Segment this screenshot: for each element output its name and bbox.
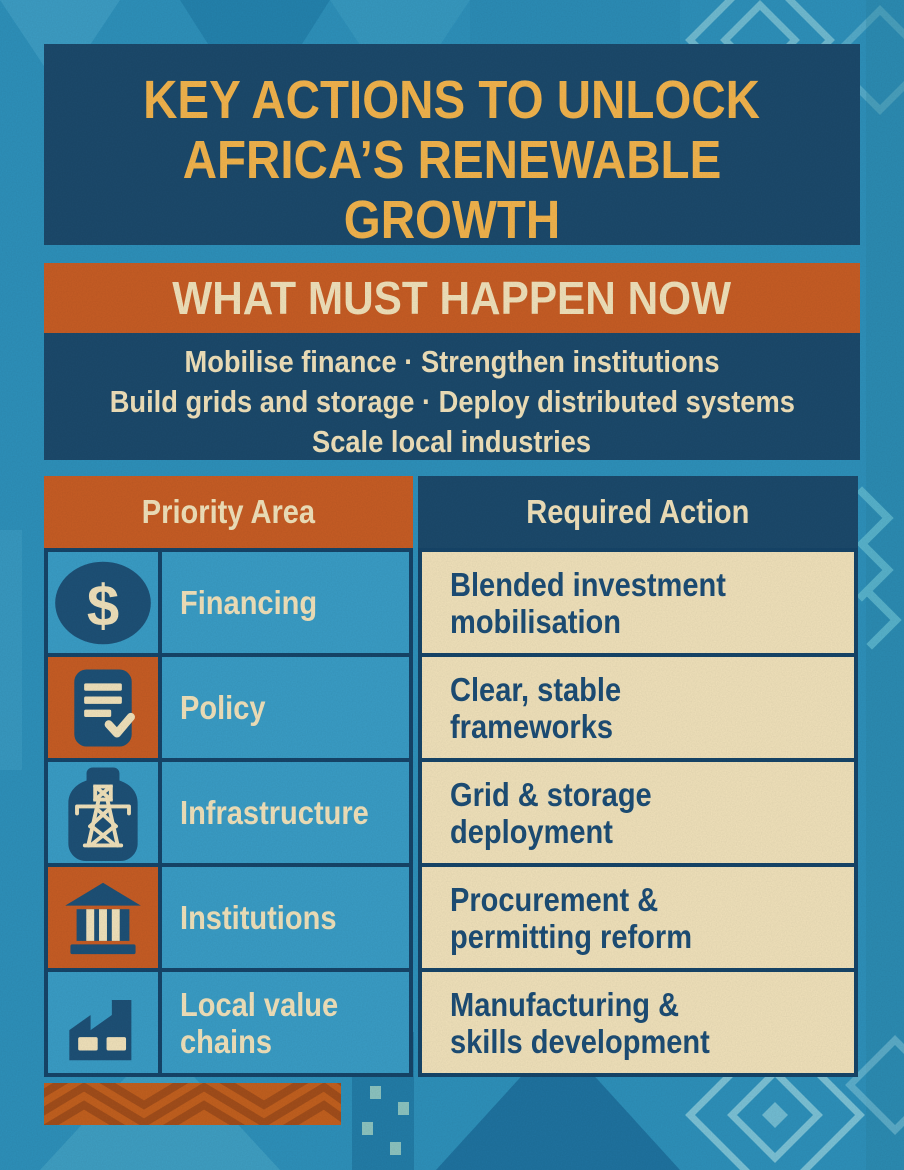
required-action-header: Required Action [418, 476, 858, 548]
required-action-table: Required Action Blended investment mobil… [418, 476, 858, 1077]
icon-cell [48, 972, 158, 1073]
priority-area-label: Financing [162, 552, 409, 653]
required-action-cell: Grid & storage deployment [422, 762, 854, 863]
table-row: Local value chains [48, 972, 409, 1073]
required-action-cell: Blended investment mobilisation [422, 552, 854, 653]
required-action-cell: Clear, stable frameworks [422, 657, 854, 758]
priority-area-label: Infrastructure [162, 762, 409, 863]
table-row: Policy [48, 657, 409, 758]
policy-document-icon [74, 668, 135, 747]
icon-cell: $ [48, 552, 158, 653]
required-action-cell: Procurement & permitting reform [422, 867, 854, 968]
banner-title: WHAT MUST HAPPEN NOW [172, 272, 732, 324]
table-row: Infrastructure [48, 762, 409, 863]
banner: WHAT MUST HAPPEN NOW [44, 263, 860, 333]
transmission-tower-icon [68, 767, 138, 861]
footer-pattern-bar [44, 1083, 341, 1125]
required-action-rows: Blended investment mobilisation Clear, s… [418, 548, 858, 1077]
priority-area-header: Priority Area [44, 476, 413, 548]
summary-line: Mobilise finance · Strengthen institutio… [184, 344, 720, 379]
table-row: $ Financing [48, 552, 409, 653]
page-title-line2: AFRICA’S RENEWABLE GROWTH [182, 130, 722, 250]
summary-line: Build grids and storage · Deploy distrib… [109, 384, 795, 419]
icon-cell [48, 867, 158, 968]
summary-line: Scale local industries [312, 424, 592, 459]
required-action-cell: Manufacturing & skills development [422, 972, 854, 1073]
dollar-icon: $ [55, 561, 151, 644]
header: KEY ACTIONS TO UNLOCK AFRICA’S RENEWABLE… [44, 44, 860, 283]
icon-cell [48, 762, 158, 863]
svg-text:$: $ [87, 573, 119, 638]
priority-area-label: Local value chains [162, 972, 409, 1073]
page-title-line1: KEY ACTIONS TO UNLOCK [143, 70, 761, 130]
icon-cell [48, 657, 158, 758]
chevron-pattern-icon [44, 1083, 341, 1125]
bank-icon [65, 882, 141, 954]
priority-area-rows: $ Financing Policy [44, 548, 413, 1077]
priority-area-table: Priority Area $ Financing [44, 476, 413, 1077]
priority-area-label: Institutions [162, 867, 409, 968]
priority-area-label: Policy [162, 657, 409, 758]
table-row: Institutions [48, 867, 409, 968]
factory-icon [69, 999, 132, 1060]
summary-block: Mobilise finance · Strengthen institutio… [44, 333, 860, 460]
